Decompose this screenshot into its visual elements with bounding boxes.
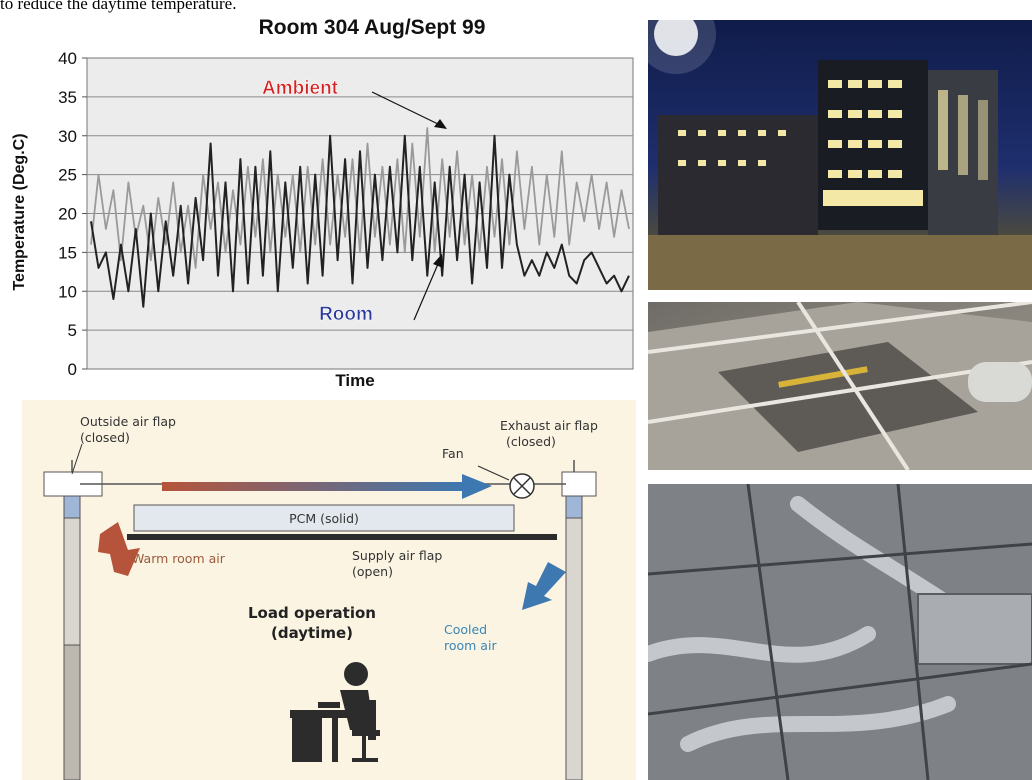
outside-flap-pointer bbox=[71, 443, 83, 475]
right-wall bbox=[565, 494, 583, 780]
temperature-chart: Room 304 Aug/Sept 99 0 5 10 15 20 25 30 35 40 Te… bbox=[0, 14, 644, 392]
supply-plenum-bar bbox=[127, 534, 557, 540]
mode-time-label: (daytime) bbox=[271, 624, 353, 642]
outside-flap-state: (closed) bbox=[80, 430, 130, 445]
person-at-desk-icon bbox=[290, 662, 380, 762]
exhaust-flap-label: Exhaust air flap bbox=[500, 418, 598, 433]
fan-label: Fan bbox=[442, 446, 464, 461]
ceiling-panel-photo bbox=[648, 302, 1032, 470]
fan-pointer bbox=[477, 465, 510, 481]
series-line-room bbox=[90, 134, 630, 308]
outside-flap-label: Outside air flap bbox=[80, 414, 176, 429]
series-line-ambient bbox=[90, 127, 630, 269]
y-tick-label: 10 bbox=[58, 282, 77, 301]
series-group bbox=[90, 127, 630, 308]
airflow-arrow-body bbox=[162, 482, 462, 491]
y-tick-label: 5 bbox=[68, 321, 77, 340]
outside-flap-box bbox=[63, 495, 81, 519]
y-tick-label: 30 bbox=[58, 127, 77, 146]
airflow-arrowhead bbox=[462, 474, 492, 499]
fan-icon-x2 bbox=[513, 477, 531, 495]
room-arrowhead bbox=[433, 254, 443, 268]
cooled-air-label: Cooled bbox=[444, 622, 487, 637]
y-tick-label: 0 bbox=[68, 360, 77, 379]
y-tick-label: 20 bbox=[58, 205, 77, 224]
exhaust-flap-box bbox=[565, 495, 583, 519]
supply-flap-label: Supply air flap bbox=[352, 548, 442, 563]
ceiling-ducts-photo bbox=[648, 484, 1032, 780]
header-snippet: to reduce the daytime temperature. bbox=[0, 0, 237, 13]
exhaust-flap-state: (closed) bbox=[506, 434, 556, 449]
pcm-panel bbox=[133, 504, 515, 532]
x-axis-label: Time bbox=[335, 371, 374, 390]
y-tick-label: 35 bbox=[58, 88, 77, 107]
y-axis-label: Temperature (Deg.C) bbox=[11, 133, 28, 290]
y-tick-labels: 0 5 10 15 20 25 30 35 40 bbox=[58, 49, 87, 379]
ambient-arrow-line bbox=[371, 91, 439, 125]
y-tick-label: 25 bbox=[58, 166, 77, 185]
ambient-arrowhead bbox=[434, 119, 447, 129]
y-tick-label: 15 bbox=[58, 243, 77, 262]
warm-air-label: Warm room air bbox=[132, 551, 226, 566]
room-annotation: Room bbox=[319, 304, 373, 325]
roof-right-box bbox=[561, 471, 597, 497]
chart-title: Room 304 Aug/Sept 99 bbox=[259, 16, 486, 39]
room-arrow-line bbox=[413, 263, 439, 321]
cooled-air-label-2: room air bbox=[444, 638, 497, 653]
warm-air-arrow bbox=[98, 522, 140, 576]
left-wall-lower bbox=[63, 644, 81, 780]
pcm-label: PCM (solid) bbox=[289, 511, 359, 526]
grid-lines bbox=[87, 96, 633, 331]
supply-flap-state: (open) bbox=[352, 564, 393, 579]
mode-label: Load operation bbox=[248, 604, 376, 622]
office-building-photo bbox=[648, 20, 1032, 290]
y-tick-label: 40 bbox=[58, 49, 77, 68]
pcm-ventilation-diagram: Outside air flap (closed) Exhaust air fl… bbox=[22, 400, 636, 780]
cooled-air-arrow bbox=[522, 562, 566, 610]
ambient-annotation: Ambient bbox=[262, 78, 339, 99]
